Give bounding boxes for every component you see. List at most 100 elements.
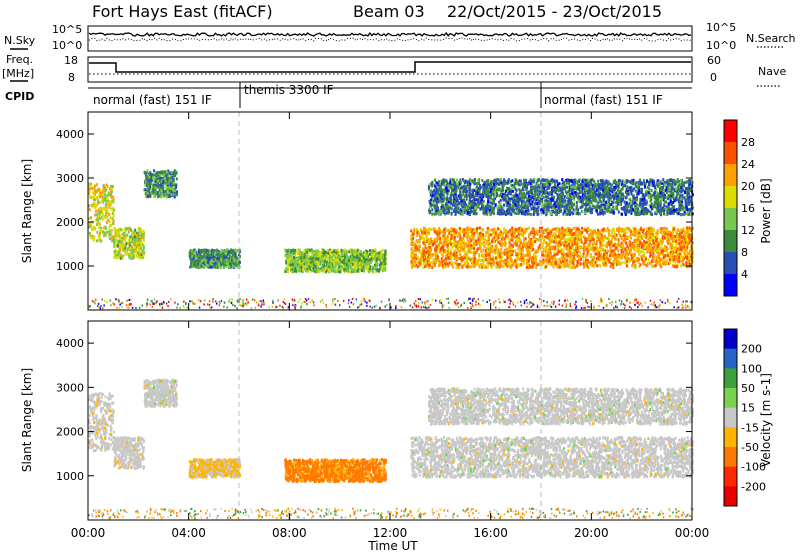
echo-point bbox=[171, 191, 173, 195]
echo-point bbox=[108, 212, 111, 216]
echo-point bbox=[424, 244, 427, 248]
echo-point bbox=[688, 257, 691, 260]
echo-point bbox=[551, 227, 554, 231]
echo-point bbox=[366, 266, 369, 270]
echo-point bbox=[198, 259, 201, 263]
echo-point bbox=[358, 259, 361, 263]
echo-point bbox=[606, 257, 609, 261]
echo-point bbox=[199, 263, 202, 267]
echo-point bbox=[323, 269, 325, 273]
echo-point bbox=[476, 248, 479, 252]
echo-point bbox=[103, 193, 106, 197]
echo-point bbox=[659, 238, 662, 242]
echo-point bbox=[225, 261, 228, 265]
echo-point bbox=[420, 258, 423, 262]
echo-point bbox=[97, 214, 100, 218]
echo-point bbox=[506, 256, 509, 259]
echo-point bbox=[91, 226, 93, 230]
echo-point bbox=[546, 243, 549, 247]
echo-point bbox=[602, 248, 605, 252]
echo-point bbox=[418, 261, 421, 265]
echo-point bbox=[419, 262, 422, 266]
echo-point bbox=[414, 260, 417, 264]
echo-point bbox=[522, 258, 524, 262]
echo-point bbox=[512, 228, 515, 232]
echo-point bbox=[88, 185, 91, 189]
echo-point bbox=[223, 263, 226, 267]
echo-point bbox=[485, 239, 488, 243]
echo-point bbox=[236, 259, 239, 263]
echo-point bbox=[133, 252, 136, 256]
echo-point bbox=[508, 238, 511, 242]
echo-point bbox=[688, 233, 691, 237]
echo-point bbox=[410, 259, 413, 263]
echo-point bbox=[315, 260, 318, 264]
echo-point bbox=[369, 265, 371, 269]
noise-right-tick-top: 10^5 bbox=[706, 21, 736, 34]
echo-point bbox=[137, 235, 140, 239]
echo-point bbox=[90, 187, 93, 191]
echo-point bbox=[219, 261, 222, 265]
echo-point bbox=[142, 253, 145, 257]
echo-point bbox=[619, 243, 622, 247]
echo-point bbox=[497, 236, 500, 240]
echo-point bbox=[133, 255, 136, 259]
echo-point bbox=[137, 243, 140, 247]
echo-point bbox=[226, 248, 228, 252]
echo-point bbox=[570, 228, 573, 232]
echo-point bbox=[312, 266, 315, 270]
echo-point bbox=[340, 248, 343, 252]
echo-point bbox=[297, 250, 300, 254]
echo-point bbox=[664, 262, 667, 266]
echo-point bbox=[418, 232, 421, 236]
echo-point bbox=[556, 252, 559, 256]
echo-point bbox=[119, 253, 122, 257]
echo-point bbox=[214, 251, 217, 255]
echo-point bbox=[554, 257, 557, 260]
echo-point bbox=[201, 262, 204, 266]
echo-point bbox=[671, 256, 674, 260]
echo-point bbox=[573, 238, 576, 242]
echo-point bbox=[161, 192, 164, 196]
echo-point bbox=[530, 257, 533, 261]
echo-point bbox=[231, 257, 234, 261]
echo-point bbox=[159, 180, 162, 184]
echo-point bbox=[623, 234, 626, 238]
echo-point bbox=[420, 252, 423, 256]
echo-point bbox=[675, 244, 678, 248]
echo-point bbox=[338, 265, 341, 269]
echo-point bbox=[126, 227, 129, 231]
echo-point bbox=[233, 264, 236, 268]
echo-point bbox=[155, 172, 158, 176]
echo-point bbox=[101, 216, 104, 220]
echo-point bbox=[462, 230, 465, 234]
echo-point bbox=[418, 250, 421, 254]
echo-point bbox=[621, 243, 624, 247]
echo-point bbox=[568, 251, 571, 255]
echo-point bbox=[571, 253, 573, 257]
echo-point bbox=[410, 242, 413, 246]
echo-point bbox=[434, 250, 437, 254]
echo-point bbox=[197, 264, 200, 268]
echo-point bbox=[169, 172, 172, 176]
echo-point bbox=[382, 262, 385, 266]
echo-point bbox=[686, 256, 688, 259]
echo-point bbox=[664, 232, 667, 236]
echo-point bbox=[612, 264, 615, 268]
echo-point bbox=[355, 267, 358, 271]
echo-point bbox=[512, 242, 515, 246]
echo-point bbox=[467, 262, 469, 266]
echo-point bbox=[220, 257, 223, 261]
echo-point bbox=[153, 180, 156, 184]
echo-point bbox=[580, 257, 582, 261]
echo-point bbox=[320, 251, 323, 255]
echo-point bbox=[368, 261, 370, 265]
echo-point bbox=[189, 249, 192, 253]
echo-point bbox=[121, 256, 124, 260]
echo-point bbox=[221, 261, 224, 265]
echo-point bbox=[148, 183, 151, 186]
echo-point bbox=[193, 250, 196, 254]
echo-point bbox=[651, 257, 654, 261]
echo-point bbox=[236, 261, 239, 265]
echo-point bbox=[303, 255, 306, 259]
